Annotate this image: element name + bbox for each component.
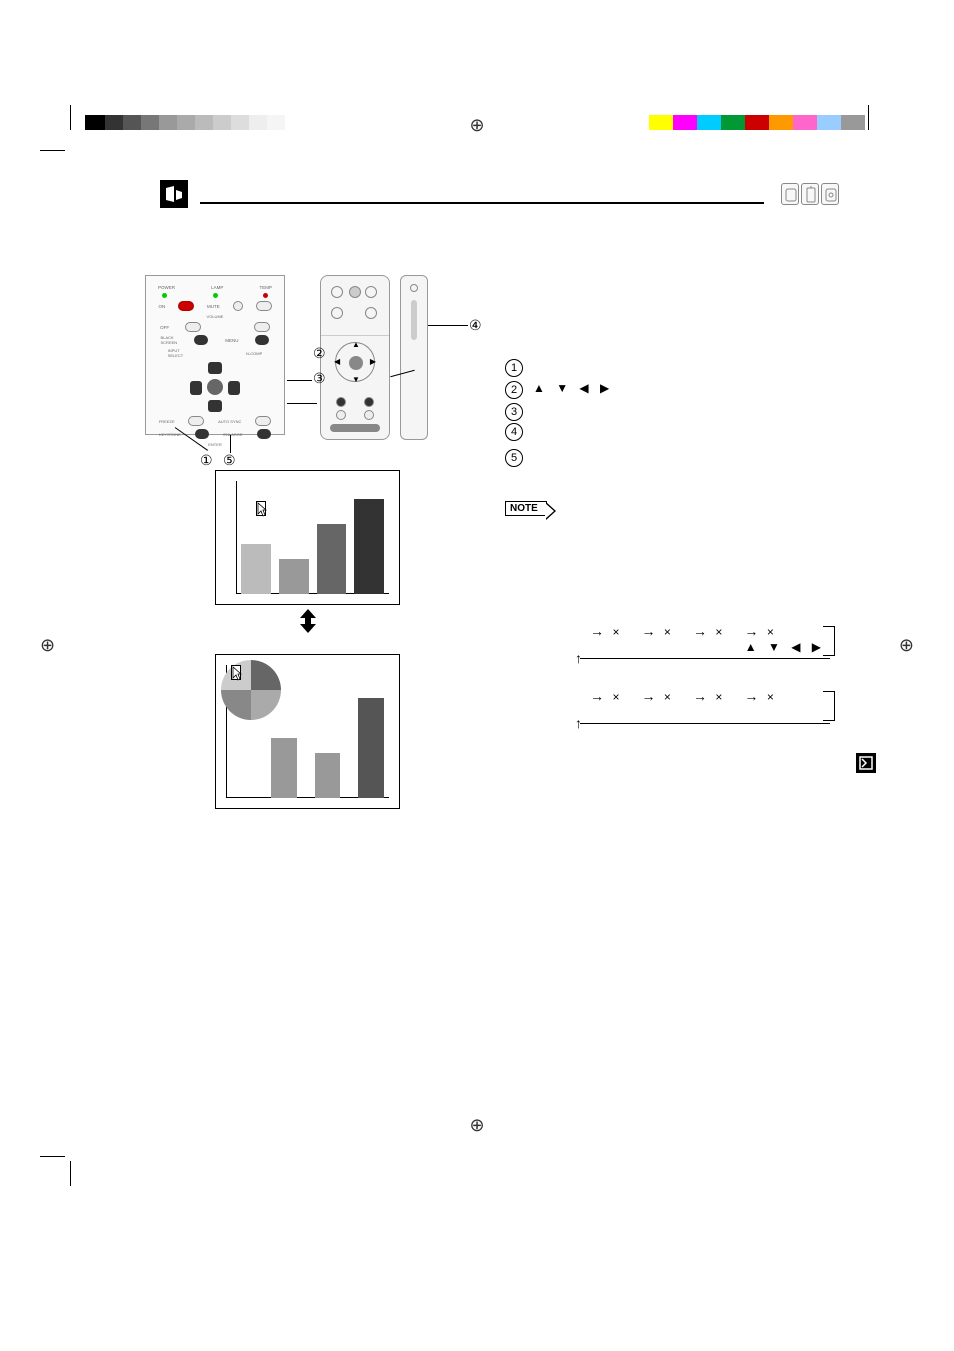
step-3-num: 3 <box>505 403 523 421</box>
side-crosshair-right: ⊕ <box>899 635 914 656</box>
header-tab-icons <box>781 183 839 205</box>
tab-icon-1 <box>781 183 799 205</box>
chart-before <box>215 470 400 605</box>
registration-right-swatches <box>649 115 869 130</box>
flow-diagram-1: → ×→ ×→ ×→ × ↑ <box>545 631 835 671</box>
updown-arrow-icon <box>215 609 400 639</box>
cursor-icon <box>231 665 241 680</box>
callout-1-panel: ① <box>200 452 213 469</box>
tab-icon-2 <box>801 183 819 205</box>
callout-4: ④ <box>469 317 482 334</box>
step-1-num: 1 <box>505 359 523 377</box>
note-label: NOTE <box>505 501 547 516</box>
chart-after <box>215 654 400 809</box>
step-2-num: 2 <box>505 381 523 399</box>
cursor-icon <box>256 501 266 516</box>
callout-5-panel: ⑤ <box>223 452 236 469</box>
step-4-num: 4 <box>505 423 523 441</box>
callout-3-panel: ③ <box>313 370 326 387</box>
registration-bar: ⊕ <box>0 115 954 135</box>
projector-remote-diagram: POWERLAMPTEMP ONMUTE VOLUME OFF BLACKSCR… <box>145 275 475 455</box>
remote-side <box>400 275 428 440</box>
page-content: POWERLAMPTEMP ONMUTE VOLUME OFF BLACKSCR… <box>115 165 839 1156</box>
tab-icon-3 <box>821 183 839 205</box>
callout-2-panel: ② <box>313 345 326 362</box>
side-crosshair-left: ⊕ <box>40 635 55 656</box>
remote-front: ▲ ▼ ◀ ▶ <box>320 275 390 440</box>
projector-control-panel: POWERLAMPTEMP ONMUTE VOLUME OFF BLACKSCR… <box>145 275 285 435</box>
step-5-num: 5 <box>505 449 523 467</box>
right-column: 1 2 ▲ ▼ ◀ ▶ 3 4 5 NOTE ▲ ▼ ◀ ▶ → ×→ ×→ ×→… <box>505 355 835 736</box>
registration-left-swatches <box>85 115 285 130</box>
step-list: 1 2 ▲ ▼ ◀ ▶ 3 4 5 <box>505 359 835 467</box>
center-crosshair-top: ⊕ <box>469 115 484 136</box>
dpad <box>190 362 240 412</box>
page-header <box>115 165 839 205</box>
header-icon <box>160 180 188 208</box>
left-column: POWERLAMPTEMP ONMUTE VOLUME OFF BLACKSCR… <box>145 275 485 809</box>
side-tab-icon <box>856 753 876 773</box>
step-2-arrows: ▲ ▼ ◀ ▶ <box>533 381 613 395</box>
header-rule <box>200 202 764 204</box>
center-crosshair-bottom: ⊕ <box>469 1115 484 1136</box>
flow-diagram-2: → ×→ ×→ ×→ × ↑ <box>545 696 835 736</box>
